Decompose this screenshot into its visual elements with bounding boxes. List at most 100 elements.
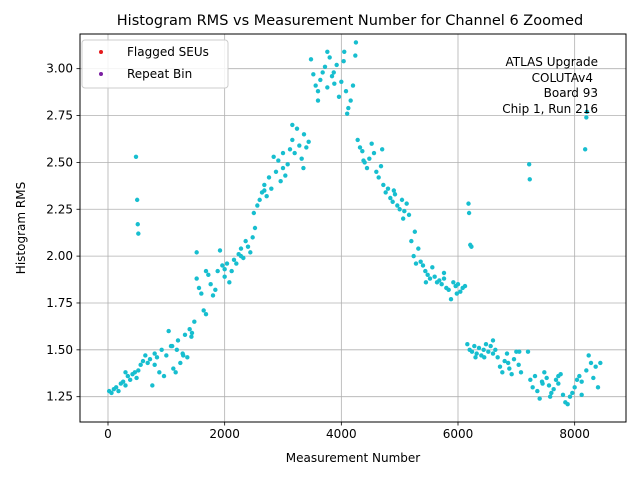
data-point: [500, 370, 505, 375]
data-point: [469, 244, 474, 249]
legend-box: [81, 39, 229, 89]
data-point: [208, 282, 213, 287]
data-point: [353, 53, 358, 58]
data-point: [473, 355, 478, 360]
data-point: [392, 192, 398, 197]
data-point: [182, 332, 188, 338]
data-point: [134, 197, 140, 203]
data-point: [320, 70, 325, 75]
data-point: [577, 373, 582, 379]
data-point: [299, 156, 304, 161]
data-point: [455, 282, 461, 287]
data-point: [315, 98, 321, 103]
y-tick-label: 2.75: [46, 109, 73, 123]
data-point: [591, 375, 596, 381]
data-point: [325, 85, 330, 90]
data-point: [556, 381, 561, 386]
y-tick-label: 1.50: [46, 343, 73, 357]
data-point: [412, 229, 418, 234]
data-point: [469, 349, 475, 354]
annotation-line-4: Chip 1, Run 216: [502, 102, 598, 116]
data-point: [308, 57, 314, 62]
data-point: [251, 210, 257, 216]
data-point: [497, 364, 503, 369]
data-point: [588, 360, 594, 366]
annotation-block: ATLAS Upgrade COLUTAv4 Board 93 Chip 1, …: [502, 55, 598, 116]
data-point: [287, 147, 293, 152]
data-point: [329, 73, 335, 79]
data-point: [423, 280, 429, 285]
data-point: [369, 141, 374, 146]
data-point: [154, 355, 160, 360]
data-point: [336, 94, 342, 99]
data-point: [252, 225, 258, 231]
data-point: [269, 186, 274, 191]
data-point: [404, 201, 409, 206]
data-point: [466, 210, 472, 216]
data-point: [383, 190, 388, 195]
x-tick-label: 8000: [559, 427, 590, 441]
data-point: [109, 390, 114, 396]
data-point: [547, 394, 553, 399]
data-point: [194, 276, 199, 281]
data-point: [306, 139, 311, 144]
data-point: [374, 169, 379, 174]
data-point: [301, 132, 307, 137]
data-point: [441, 276, 447, 281]
data-point: [313, 83, 318, 88]
data-point: [413, 261, 419, 266]
data-point: [157, 370, 162, 375]
data-point: [136, 368, 141, 373]
data-point: [196, 285, 202, 291]
data-point: [250, 235, 255, 240]
data-point: [138, 362, 143, 368]
data-point: [285, 162, 290, 167]
data-point: [399, 197, 405, 203]
data-point: [327, 55, 332, 60]
data-point: [518, 370, 524, 375]
data-point: [361, 158, 366, 163]
legend-label-flagged-seus: Flagged SEUs: [127, 45, 209, 59]
data-point: [135, 222, 140, 227]
data-point: [199, 291, 204, 296]
data-point: [161, 373, 167, 379]
data-point: [516, 362, 521, 368]
data-point: [136, 231, 141, 236]
data-point: [331, 70, 336, 75]
data-point: [297, 143, 302, 148]
data-point: [409, 238, 414, 244]
data-point: [245, 244, 251, 249]
data-point: [206, 272, 211, 278]
data-point: [364, 165, 370, 171]
data-point: [132, 370, 138, 375]
data-point: [243, 238, 248, 244]
data-point: [367, 156, 372, 161]
data-point: [544, 375, 549, 381]
data-point: [181, 353, 186, 358]
data-point: [342, 49, 347, 55]
x-axis-label: Measurement Number: [286, 451, 420, 465]
data-point: [423, 268, 428, 274]
data-point: [262, 182, 267, 188]
data-point: [565, 401, 570, 407]
data-point: [598, 360, 603, 366]
data-point: [432, 274, 437, 279]
data-point: [376, 175, 381, 180]
data-point: [395, 203, 400, 208]
data-point: [357, 145, 363, 150]
data-point: [169, 343, 175, 349]
data-point: [348, 98, 353, 103]
data-point: [495, 355, 500, 360]
data-point: [511, 357, 517, 362]
legend: Flagged SEUs Repeat Bin: [81, 39, 229, 89]
data-point: [574, 377, 580, 383]
data-point: [542, 370, 547, 375]
data-point: [185, 355, 190, 360]
data-point: [273, 169, 279, 174]
data-point: [530, 385, 535, 390]
data-point: [483, 342, 489, 347]
data-point: [425, 272, 430, 278]
data-point: [322, 64, 328, 70]
data-point: [584, 109, 590, 114]
data-point: [201, 308, 206, 313]
